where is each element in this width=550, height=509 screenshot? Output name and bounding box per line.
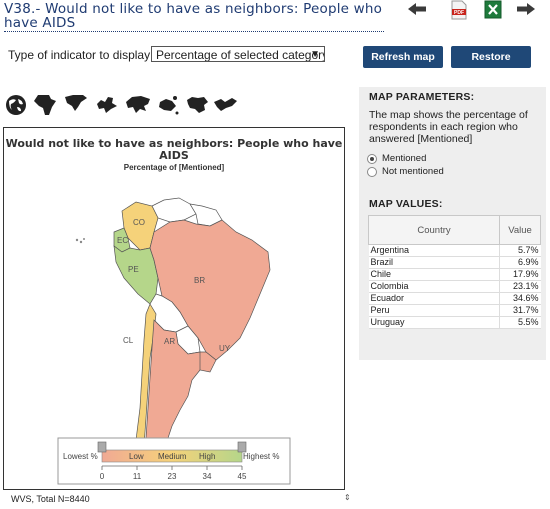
east-europe-region-icon[interactable] <box>212 94 238 116</box>
pdf-icon-text: PDF <box>454 10 464 16</box>
pdf-icon[interactable]: PDF <box>450 0 468 20</box>
radio-mentioned[interactable]: Mentioned <box>367 153 426 164</box>
indicator-select[interactable]: Percentage of selected category ▼ <box>151 46 325 62</box>
north-america-region-icon[interactable] <box>63 93 89 117</box>
galapagos-island <box>79 240 83 244</box>
forward-arrow-icon[interactable] <box>516 2 536 16</box>
indicator-selected-value: Percentage of selected category <box>156 48 325 62</box>
map-label-co: CO <box>133 218 145 227</box>
table-row: Colombia 23.1% <box>368 280 541 293</box>
radio-button-icon[interactable] <box>367 153 377 164</box>
value-cell: 23.1% <box>499 280 541 293</box>
galapagos-island <box>75 238 79 242</box>
country-cell: Ecuador <box>368 292 500 305</box>
title-underline <box>4 31 384 32</box>
chevron-down-icon: ▼ <box>310 49 320 60</box>
world-globe-icon[interactable] <box>5 94 27 116</box>
oceania-region-icon[interactable] <box>156 94 180 116</box>
scroll-caret-icon[interactable]: ⇕ <box>344 493 351 502</box>
country-cell: Brazil <box>368 256 500 269</box>
country-cell: Argentina <box>368 244 500 257</box>
map-panel: Would not like to have as neighbors: Peo… <box>3 127 345 490</box>
map-label-ar: AR <box>164 337 175 346</box>
table-row: Peru 31.7% <box>368 304 541 317</box>
restore-defaults-button[interactable]: Restore defaults <box>451 46 531 85</box>
legend-color-bar <box>101 449 243 463</box>
asia-region-icon[interactable] <box>124 94 152 116</box>
map-label-pe: PE <box>128 265 139 274</box>
map-label-uy: UY <box>219 344 231 353</box>
map-parameters-description: The map shows the percentage of responde… <box>369 109 528 145</box>
column-header-country[interactable]: Country <box>368 215 500 245</box>
galapagos-island <box>83 238 85 240</box>
indicator-label: Type of indicator to display: <box>8 48 154 62</box>
value-cell: 6.9% <box>499 256 541 269</box>
legend-tick-label: 23 <box>168 472 177 481</box>
table-row: Uruguay 5.5% <box>368 316 541 329</box>
value-cell: 31.7% <box>499 304 541 317</box>
country-cell: Peru <box>368 304 500 317</box>
radio-button-icon[interactable] <box>367 166 377 177</box>
legend-highest-label: Highest % <box>243 452 279 461</box>
map-label-cl: CL <box>123 336 134 345</box>
value-cell: 17.9% <box>499 268 541 281</box>
legend-tick-label: 0 <box>100 472 105 481</box>
legend-band-medium: Medium <box>158 452 187 461</box>
map-subtitle: Percentage of [Mentioned] <box>123 163 225 172</box>
table-row: Chile 17.9% <box>368 268 541 281</box>
legend-tick-label: 45 <box>238 472 247 481</box>
country-cell: Chile <box>368 268 500 281</box>
map-values-table: Country Value Argentina 5.7% Brazil 6.9% Chi… <box>368 215 541 329</box>
legend-min-slider-handle[interactable] <box>97 441 107 453</box>
legend-tick-label: 34 <box>203 472 212 481</box>
back-arrow-icon[interactable] <box>407 2 427 16</box>
europe-region-icon[interactable] <box>94 94 120 116</box>
table-row: Ecuador 34.6% <box>368 292 541 305</box>
africa-region-icon[interactable] <box>32 93 58 117</box>
legend-band-high: High <box>199 452 215 461</box>
region-uruguay[interactable] <box>199 351 217 373</box>
table-row: Argentina 5.7% <box>368 244 541 257</box>
legend-tick-label: 11 <box>133 472 142 481</box>
country-cell: Colombia <box>368 280 500 293</box>
legend-band-low: Low <box>129 452 144 461</box>
legend-max-slider-handle[interactable] <box>237 441 247 453</box>
excel-icon[interactable] <box>484 0 502 19</box>
map-title: Would not like to have as neighbors: Peo… <box>5 137 343 162</box>
map-label-br: BR <box>194 276 205 285</box>
country-cell: Uruguay <box>368 316 500 329</box>
radio-not-mentioned[interactable]: Not mentioned <box>367 166 444 177</box>
legend-ticks: 0 11 23 34 45 <box>100 466 247 481</box>
table-row: Brazil 6.9% <box>368 256 541 269</box>
value-cell: 5.5% <box>499 316 541 329</box>
page-title: V38.- Would not like to have as neighbor… <box>4 1 383 31</box>
map-parameters-heading: MAP PARAMETERS: <box>369 91 475 103</box>
radio-mentioned-label: Mentioned <box>382 153 427 164</box>
legend-lowest-label: Lowest % <box>63 452 98 461</box>
footer-source: WVS, Total N=8440 <box>11 494 90 504</box>
side-panel: MAP PARAMETERS: The map shows the percen… <box>359 87 546 360</box>
value-cell: 34.6% <box>499 292 541 305</box>
south-america-map[interactable]: CO EC PE BR CL AR UY Lowest % Highest % … <box>4 128 344 489</box>
map-label-ec: EC <box>117 236 128 245</box>
radio-not-mentioned-label: Not mentioned <box>382 166 444 177</box>
value-cell: 5.7% <box>499 244 541 257</box>
region-venezuela[interactable] <box>151 197 197 223</box>
refresh-map-button[interactable]: Refresh map <box>363 46 443 68</box>
middle-east-region-icon[interactable] <box>184 94 210 116</box>
region-peru[interactable] <box>113 245 159 305</box>
map-values-heading: MAP VALUES: <box>369 198 443 210</box>
column-header-value[interactable]: Value <box>499 215 541 245</box>
region-argentina[interactable] <box>143 319 207 469</box>
